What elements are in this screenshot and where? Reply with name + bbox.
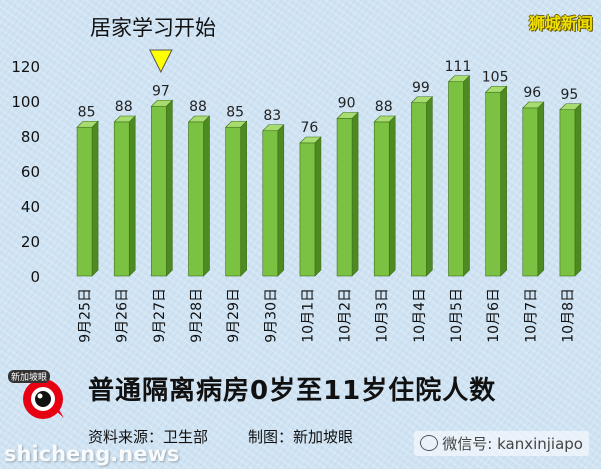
bar-value-label: 85 [226,104,244,120]
bar-side [166,99,173,277]
y-tick-label: 0 [30,268,40,286]
x-tick-label: 10月2日 [338,288,354,343]
watermark-left: shicheng.news [4,442,180,466]
bar-value-label: 88 [189,99,207,115]
bar-side [240,120,247,277]
bar-value-label: 95 [561,87,579,103]
bar-value-label: 88 [375,99,393,115]
bar [448,81,464,277]
bar-value-label: 88 [115,99,133,115]
y-tick-label: 20 [21,233,40,251]
maker-label: 制图：新加坡眼 [248,428,354,446]
bar [76,126,93,277]
bar-value-label: 96 [523,85,541,101]
y-tick-label: 60 [21,163,40,181]
bar [485,91,501,277]
bar-value-label: 90 [338,96,356,112]
bar-value-label: 111 [445,59,472,75]
logo-caption: 新加坡眼 [8,370,51,383]
bar-side [574,103,582,277]
bar-side [388,115,396,277]
bar [336,118,353,277]
bar-side [426,96,433,277]
bar [188,121,204,277]
bar-value-label: 105 [482,69,509,85]
bar [411,102,427,277]
brand-logo-text: 狮城新闻 [528,14,593,33]
watermark-right: 微信号: kanxinjiapo [414,431,589,456]
bar-chart: 0 20 40 60 80 100 120 85 9月25日 88 9月26日 97 9月27日 88 9月… [11,49,582,343]
x-tick-label: 9月29日 [226,288,242,343]
bar [559,109,576,277]
x-tick-label: 9月30日 [263,288,279,343]
chart-title: 普通隔离病房0岁至11岁住院人数 [88,376,497,406]
bar-side [351,111,359,277]
bar-value-label: 83 [263,108,281,124]
bar-side [463,75,470,277]
bar-side [537,101,545,277]
bar-value-label: 85 [78,104,96,120]
bar [373,121,390,277]
bar-side [314,136,322,277]
x-tick-label: 10月4日 [412,288,428,343]
bar [225,126,241,277]
bar-side [203,115,210,277]
annotation-marker [149,49,173,74]
bar [151,105,167,277]
bar [113,121,130,277]
x-tick-label: 9月26日 [115,288,131,343]
logo-icon [23,379,64,419]
bar [522,107,539,277]
bar [299,142,316,277]
bar-value-label: 97 [152,83,170,99]
bar-value-label: 99 [412,80,430,96]
watermark-right-text: 微信号: kanxinjiapo [442,435,583,453]
bar [262,130,279,277]
annotation-label: 居家学习开始 [90,16,216,40]
x-tick-label: 9月25日 [78,288,94,343]
y-tick-label: 40 [21,198,40,216]
x-tick-label: 10月8日 [560,288,576,343]
x-tick-label: 9月28日 [189,288,205,343]
x-tick-label: 9月27日 [152,288,168,343]
bar-side [500,85,507,277]
y-tick-label: 100 [11,93,40,111]
y-tick-label: 80 [21,128,40,146]
bar-value-label: 76 [301,120,319,136]
wechat-icon [420,435,439,451]
x-tick-label: 10月6日 [486,288,502,343]
bar-side [128,115,136,277]
bar-side [277,124,285,277]
y-tick-label: 120 [11,58,40,76]
x-tick-label: 10月7日 [523,288,539,343]
bar-side [91,120,99,277]
x-tick-label: 10月3日 [375,288,391,343]
x-tick-label: 10月1日 [300,288,316,343]
x-tick-label: 10月5日 [449,288,465,343]
source-label: 资料来源：卫生部 [88,428,209,446]
